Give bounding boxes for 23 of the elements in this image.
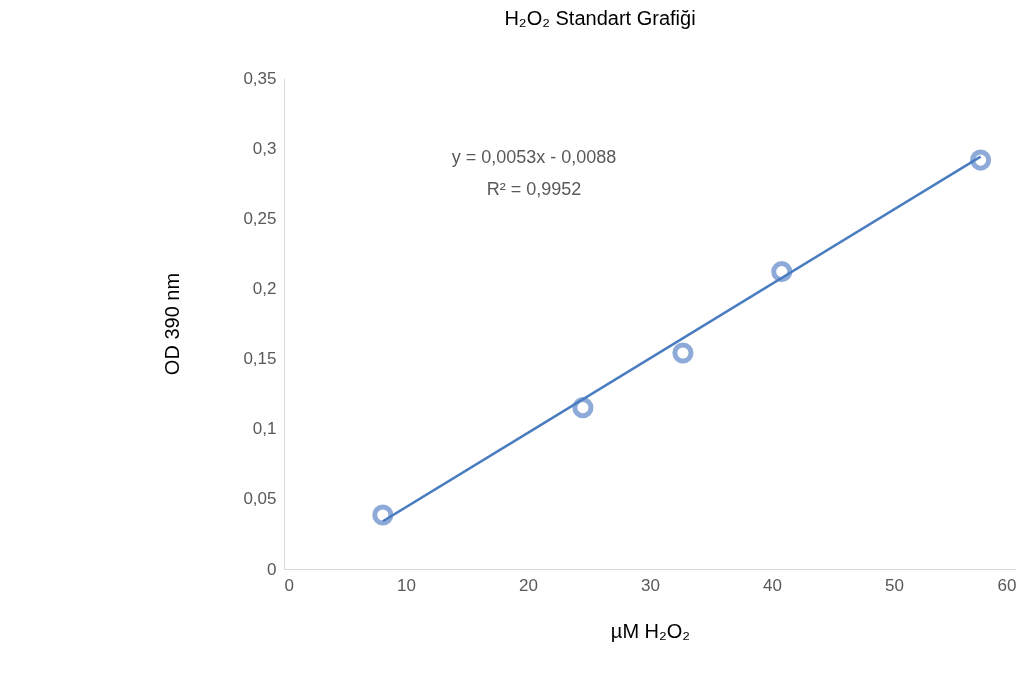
point <box>970 149 992 171</box>
y-tick-label: 0,15 <box>243 349 277 369</box>
y-tick-label: 0,25 <box>243 208 277 228</box>
chart-title: H₂O₂ Standart Grafiği <box>504 7 696 29</box>
y-tick-label: 0,35 <box>243 68 277 88</box>
point <box>672 342 694 364</box>
y-tick-label: 0,3 <box>252 138 277 158</box>
x-tick-label: 40 <box>763 575 782 595</box>
x-tick-label: 10 <box>397 575 416 595</box>
x-tick-label: 60 <box>997 575 1017 595</box>
y-tick-label: 0,05 <box>243 489 277 509</box>
annotation: y = 0,0053x - 0,0088 <box>451 147 617 167</box>
annotation: R² = 0,9952 <box>486 179 582 199</box>
y-tick-label: 0 <box>267 559 277 579</box>
x-tick-label: 50 <box>885 575 904 595</box>
x-axis-title: µM H₂O₂ <box>610 619 691 642</box>
y-tick-label: 0,1 <box>252 419 277 439</box>
point <box>372 504 394 526</box>
x-tick-label: 0 <box>284 575 294 595</box>
y-tick-label: 0,2 <box>252 278 277 298</box>
y-axis-title: OD 390 nm <box>161 272 184 376</box>
x-tick-label: 20 <box>519 575 538 595</box>
x-tick-label: 30 <box>641 575 660 595</box>
